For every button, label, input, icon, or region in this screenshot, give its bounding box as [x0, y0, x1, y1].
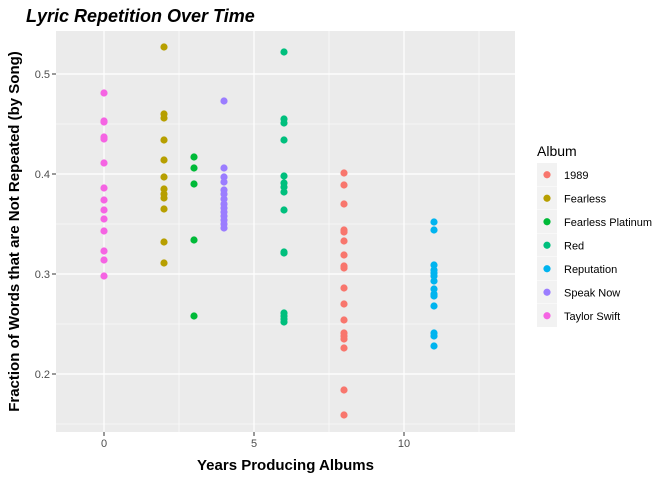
x-tick-label: 0 — [101, 438, 107, 450]
x-tick-label: 10 — [398, 438, 410, 450]
data-point — [160, 185, 168, 193]
data-point — [160, 205, 168, 213]
data-point — [280, 206, 288, 214]
legend-label: 1989 — [564, 170, 588, 182]
data-point — [340, 411, 348, 419]
data-point — [430, 226, 438, 234]
y-axis-title: Fraction of Words that are Not Repeated … — [6, 51, 23, 412]
data-point — [340, 200, 348, 208]
data-point — [220, 224, 228, 232]
data-point — [340, 335, 348, 343]
legend-key-marker — [543, 288, 551, 296]
legend-key-marker — [543, 171, 551, 179]
plot-panel — [56, 31, 515, 432]
data-point — [280, 183, 288, 191]
data-points — [100, 43, 438, 419]
data-point — [340, 284, 348, 292]
data-point — [100, 118, 108, 126]
data-point — [100, 256, 108, 264]
data-point — [430, 261, 438, 269]
data-point — [220, 190, 228, 198]
data-point — [280, 119, 288, 127]
y-tick-label: 0.4 — [35, 169, 50, 181]
legend-label: Fearless — [564, 193, 607, 205]
data-point — [160, 156, 168, 164]
data-point — [100, 247, 108, 255]
data-point — [100, 206, 108, 214]
data-point — [340, 169, 348, 177]
data-point — [340, 237, 348, 245]
chart-title: Lyric Repetition Over Time — [26, 6, 255, 26]
y-tick-label: 0.5 — [35, 69, 50, 81]
data-point — [430, 292, 438, 300]
data-point — [190, 180, 198, 188]
data-point — [190, 236, 198, 244]
data-point — [190, 312, 198, 320]
data-point — [340, 300, 348, 308]
legend-key-marker — [543, 241, 551, 249]
data-point — [100, 89, 108, 97]
data-point — [220, 97, 228, 105]
data-point — [220, 164, 228, 172]
data-point — [220, 195, 228, 203]
data-point — [100, 159, 108, 167]
data-point — [340, 344, 348, 352]
legend: Album 1989 Fearless Fearless Platinum Red Re… — [537, 143, 652, 327]
data-point — [100, 184, 108, 192]
data-point — [190, 164, 198, 172]
data-point — [430, 332, 438, 340]
data-point — [340, 251, 348, 259]
y-axis-ticks: 0.2 0.3 0.4 0.5 — [35, 69, 56, 381]
data-point — [280, 318, 288, 326]
data-point — [160, 114, 168, 122]
data-point — [100, 215, 108, 223]
x-axis-title: Years Producing Albums — [197, 457, 374, 474]
y-tick-label: 0.3 — [35, 269, 50, 281]
data-point — [100, 272, 108, 280]
y-tick-label: 0.2 — [35, 369, 50, 381]
legend-label: Speak Now — [564, 287, 620, 299]
legend-key-marker — [543, 218, 551, 226]
data-point — [340, 228, 348, 236]
data-point — [430, 272, 438, 280]
data-point — [160, 238, 168, 246]
data-point — [340, 181, 348, 189]
data-point — [160, 259, 168, 267]
data-point — [280, 172, 288, 180]
data-point — [280, 48, 288, 56]
legend-title: Album — [537, 143, 577, 159]
data-point — [100, 227, 108, 235]
data-point — [340, 386, 348, 394]
legend-key-marker — [543, 265, 551, 273]
data-point — [430, 285, 438, 293]
legend-label: Fearless Platinum — [564, 217, 652, 229]
data-point — [340, 316, 348, 324]
x-axis-ticks: 0 5 10 — [101, 432, 410, 450]
data-point — [430, 277, 438, 285]
data-point — [280, 188, 288, 196]
legend-label: Reputation — [564, 264, 617, 276]
x-tick-label: 5 — [251, 438, 257, 450]
data-point — [430, 218, 438, 226]
data-point — [160, 136, 168, 144]
legend-key-marker — [543, 194, 551, 202]
data-point — [430, 342, 438, 350]
data-point — [430, 302, 438, 310]
data-point — [100, 196, 108, 204]
data-point — [280, 136, 288, 144]
legend-label: Taylor Swift — [564, 311, 620, 323]
data-point — [340, 264, 348, 272]
data-point — [280, 249, 288, 257]
legend-label: Red — [564, 240, 584, 252]
legend-key-marker — [543, 312, 551, 320]
data-point — [220, 173, 228, 181]
legend-items: 1989 Fearless Fearless Platinum Red Reputati… — [537, 163, 652, 327]
data-point — [220, 178, 228, 186]
data-point — [160, 194, 168, 202]
data-point — [160, 173, 168, 181]
data-point — [190, 153, 198, 161]
data-point — [100, 135, 108, 143]
data-point — [160, 43, 168, 51]
